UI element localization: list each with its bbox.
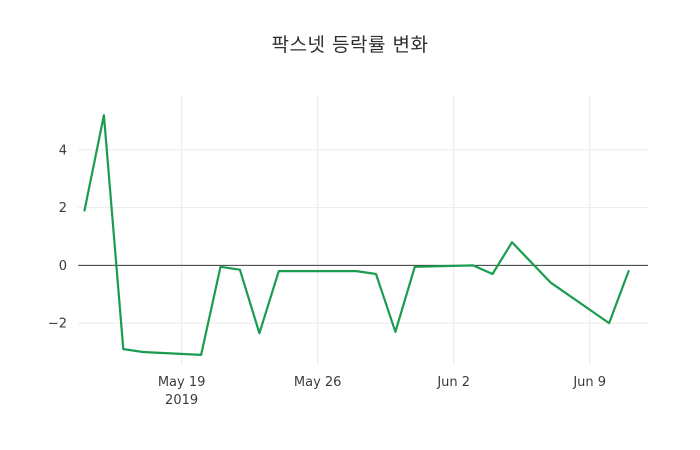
svg-text:4: 4: [59, 143, 67, 158]
x-axis-tick-labels: May 19 2019 May 26 Jun 2 Jun 9: [158, 375, 606, 408]
svg-text:−2: −2: [48, 317, 67, 332]
svg-text:Jun 9: Jun 9: [572, 375, 606, 390]
chart-title: 팍스넷 등락률 변화: [271, 34, 429, 56]
svg-text:May 19: May 19: [158, 375, 206, 390]
gridlines: [78, 95, 648, 365]
svg-text:0: 0: [59, 259, 67, 274]
series-line: [83, 114, 630, 356]
y-axis-tick-labels: −2 0 2 4: [48, 143, 67, 331]
svg-text:2: 2: [59, 201, 67, 216]
svg-text:May 26: May 26: [294, 375, 342, 390]
svg-text:2019: 2019: [165, 393, 198, 408]
svg-text:Jun 2: Jun 2: [436, 375, 470, 390]
